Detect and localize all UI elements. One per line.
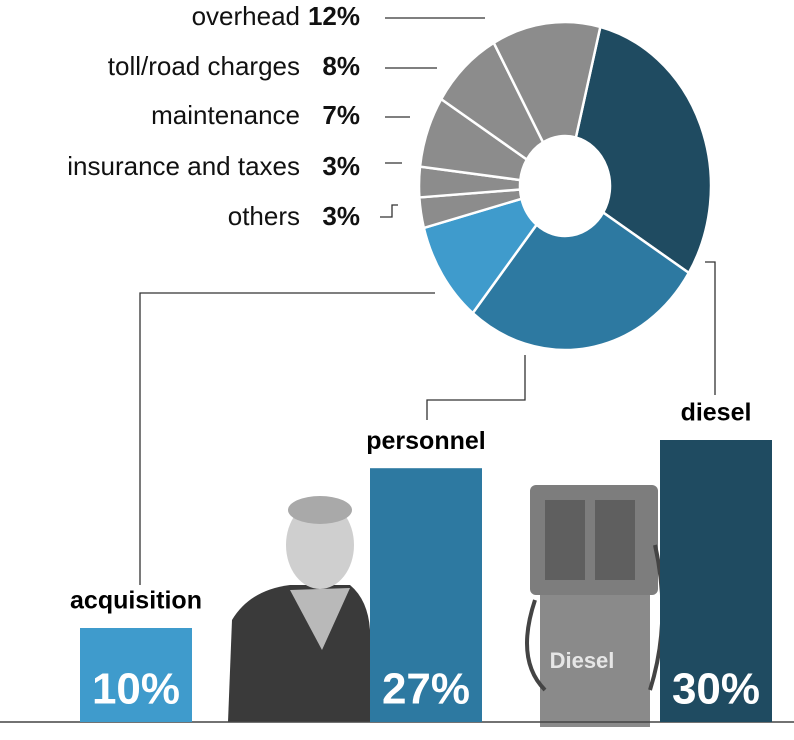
slice-value-label: 12% — [308, 1, 360, 31]
leader-line — [705, 262, 715, 395]
slice-label: maintenance — [151, 100, 300, 130]
bar-value-label: 30% — [672, 665, 760, 714]
slice-label: others — [228, 201, 300, 231]
slice-value-label: 3% — [322, 151, 360, 181]
slice-value-label: 3% — [322, 201, 360, 231]
fuel-pump: Diesel — [527, 485, 662, 727]
chart: Diesel others 3% insurance and taxes 3% main… — [0, 0, 794, 740]
slice-value-label: 8% — [322, 51, 360, 81]
bar-value-label: 10% — [92, 665, 180, 714]
bar-category-label: acquisition — [70, 587, 202, 615]
leader-line — [427, 355, 525, 420]
slice-label: insurance and taxes — [67, 151, 300, 181]
bar-value-label: 27% — [382, 665, 470, 714]
slice-label: toll/road charges — [108, 51, 300, 81]
pump-text: Diesel — [550, 648, 615, 673]
person-photo — [228, 496, 370, 722]
slice-value-label: 7% — [322, 100, 360, 130]
leader-line — [380, 205, 398, 217]
bar-category-label: personnel — [366, 427, 485, 455]
slice-label: overhead — [192, 1, 300, 31]
bar-category-label: diesel — [681, 399, 752, 427]
